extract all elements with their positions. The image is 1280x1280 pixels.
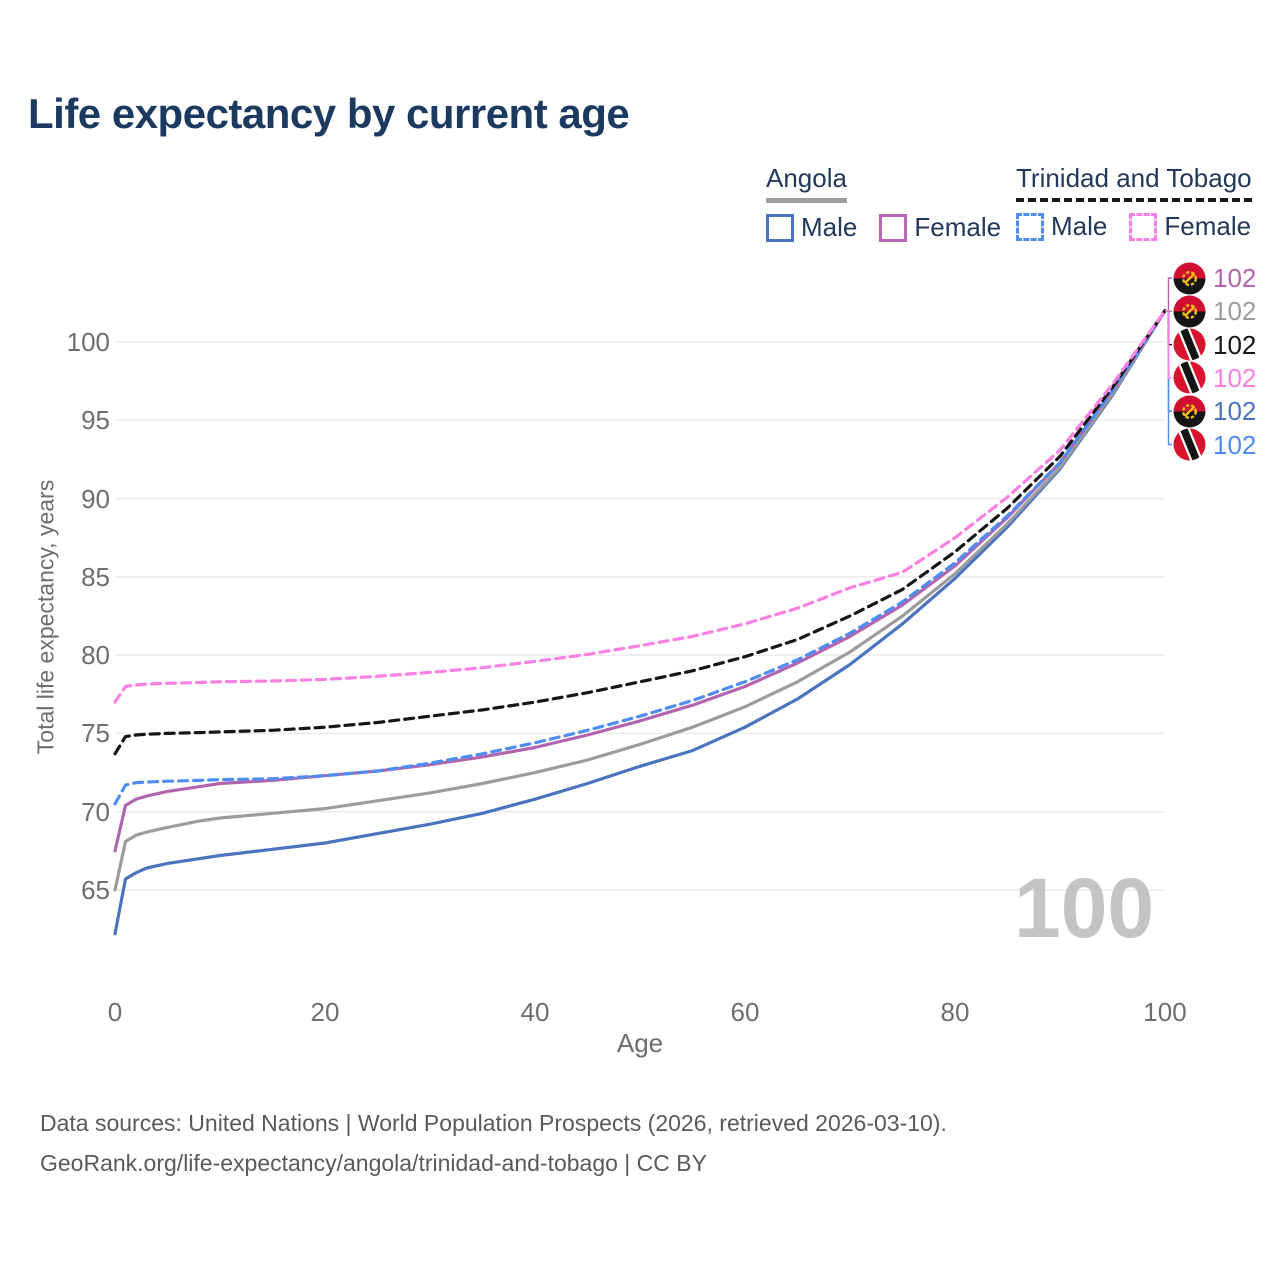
end-label-tt-female: 102 (1173, 361, 1256, 395)
end-label-value: 102 (1213, 329, 1257, 360)
legend-item-angola-female[interactable]: Female (879, 212, 1001, 243)
legend-item-tt-male[interactable]: Male (1016, 211, 1107, 242)
end-label-angola-total: 102 (1173, 294, 1256, 328)
x-tick-40: 40 (520, 997, 550, 1027)
series-line-angola-total (113, 309, 1167, 892)
y-tick-65: 65 (81, 874, 110, 905)
end-label-connector-angola-female (1165, 277, 1172, 312)
legend-swatch-icon (1129, 212, 1158, 241)
trinidad-and-tobago-flag-icon (1173, 361, 1206, 394)
angola-flag-icon (1173, 295, 1206, 328)
end-label-connector-tt-female (1165, 310, 1172, 379)
legend-country-label: Trinidad and Tobago (1016, 163, 1252, 193)
legend-country-angola[interactable]: Angola (766, 163, 847, 203)
legend-item-label: Female (1164, 211, 1252, 241)
legend-swatch-icon (766, 213, 794, 242)
attribution-text: GeoRank.org/life-expectancy/angola/trini… (40, 1150, 707, 1176)
series-line-angola-female (113, 309, 1167, 853)
y-tick-90: 90 (81, 483, 110, 514)
end-label-value: 102 (1213, 296, 1257, 327)
legend-underline-solid (766, 198, 847, 203)
y-tick-95: 95 (81, 405, 110, 436)
x-tick-80: 80 (940, 997, 970, 1027)
y-tick-80: 80 (81, 640, 110, 671)
x-tick-20: 20 (310, 997, 340, 1027)
x-tick-100: 100 (1143, 997, 1187, 1027)
end-label-angola-female: 102 (1173, 261, 1256, 295)
series-line-angola-male (113, 309, 1167, 936)
y-tick-75: 75 (81, 718, 110, 749)
end-label-value: 102 (1213, 396, 1257, 427)
y-tick-70: 70 (81, 796, 110, 827)
y-tick-100: 100 (66, 327, 110, 357)
end-label-tt-total: 102 (1173, 328, 1256, 362)
end-label-value: 102 (1213, 263, 1257, 293)
legend-item-label: Female (914, 212, 1002, 242)
y-axis-title: Total life expectancy, years (32, 479, 59, 755)
trinidad-and-tobago-flag-icon (1173, 328, 1206, 361)
end-label-value: 102 (1213, 429, 1257, 460)
series-line-tt-female (113, 309, 1167, 704)
legend-item-label: Male (801, 212, 858, 242)
legend-group-angola: Angola Male Female (766, 163, 1001, 243)
end-label-tt-male: 102 (1173, 428, 1256, 462)
series-line-tt-male (113, 309, 1167, 806)
x-tick-60: 60 (730, 997, 760, 1027)
legend-item-label: Male (1051, 211, 1108, 241)
x-axis-title: Age (616, 1028, 664, 1058)
data-sources-text: Data sources: United Nations | World Pop… (40, 1110, 947, 1136)
legend-swatch-icon (879, 213, 908, 242)
y-tick-85: 85 (81, 561, 110, 592)
end-label-value: 102 (1213, 362, 1257, 393)
angola-flag-icon (1173, 395, 1206, 428)
page-title: Life expectancy by current age (28, 90, 630, 137)
x-tick-0: 0 (107, 997, 123, 1027)
legend-country-trinidad-and-tobago[interactable]: Trinidad and Tobago (1016, 163, 1252, 202)
legend-underline-dashed (1016, 198, 1252, 202)
end-label-angola-male: 102 (1173, 394, 1256, 428)
trinidad-and-tobago-flag-icon (1173, 428, 1206, 461)
legend-group-trinidad-and-tobago: Trinidad and Tobago Male Female (1016, 163, 1252, 242)
series-line-tt-total (113, 309, 1167, 756)
legend-item-angola-male[interactable]: Male (766, 212, 857, 243)
angola-flag-icon (1173, 262, 1206, 294)
age-counter-watermark: 100 (1014, 861, 1155, 955)
legend-country-label: Angola (766, 163, 847, 193)
legend-swatch-icon (1016, 212, 1044, 241)
legend-item-tt-female[interactable]: Female (1129, 211, 1251, 242)
